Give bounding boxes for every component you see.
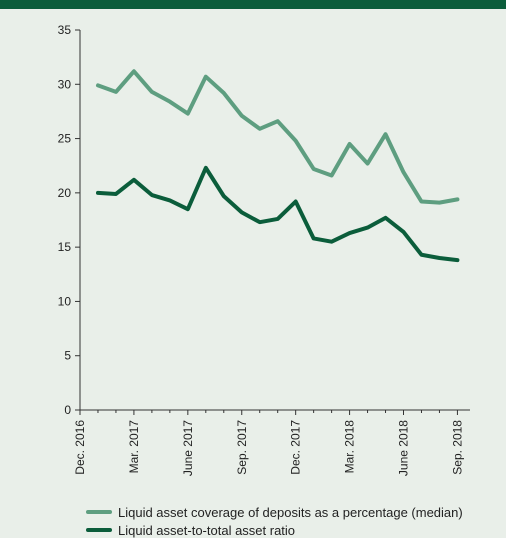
data-point <box>456 198 459 201</box>
data-point <box>456 259 459 261</box>
data-point <box>240 211 243 214</box>
series-line-2 <box>95 165 460 263</box>
data-point <box>384 217 387 219</box>
y-tick-label: 25 <box>58 132 72 146</box>
data-point <box>115 193 117 195</box>
data-point <box>312 237 315 240</box>
x-tick-label: Sep. 2018 <box>450 420 464 475</box>
data-point <box>258 221 261 223</box>
series-group <box>95 69 460 263</box>
data-point <box>205 167 207 169</box>
data-point <box>169 100 171 103</box>
data-point <box>240 114 243 117</box>
legend-label-1: Liquid asset coverage of deposits as a p… <box>118 505 463 520</box>
data-point <box>402 231 405 233</box>
y-tick-label: 0 <box>64 403 71 417</box>
x-tick-label: Dec. 2016 <box>73 420 87 475</box>
header-bar <box>0 0 506 9</box>
legend-label-2: Liquid asset-to-total asset ratio <box>118 523 295 538</box>
data-point <box>276 218 279 220</box>
y-ticks: 0 5 10 15 20 25 30 35 <box>58 23 80 417</box>
data-point <box>330 240 333 243</box>
data-point <box>420 200 423 203</box>
x-tick-label: Mar. 2018 <box>343 420 357 474</box>
data-point <box>276 120 279 122</box>
series-line-1 <box>95 69 460 205</box>
data-point <box>420 253 423 256</box>
data-point <box>366 162 369 165</box>
x-tick-label: Sep. 2017 <box>235 420 249 475</box>
data-point <box>133 70 135 73</box>
data-point <box>187 208 189 210</box>
y-tick-label: 5 <box>64 349 71 363</box>
x-ticks: Dec. 2016 Mar. 2017 June 2017 Sep. 2017 Dec.… <box>73 410 464 476</box>
data-point <box>348 143 351 145</box>
y-tick-label: 15 <box>58 240 72 254</box>
data-point <box>115 91 117 93</box>
data-point <box>169 199 171 202</box>
data-point <box>312 168 315 170</box>
x-tick-label: Dec. 2017 <box>289 420 303 475</box>
y-tick-label: 10 <box>58 294 72 308</box>
data-point <box>294 200 297 203</box>
data-point <box>402 171 405 174</box>
data-point <box>384 133 387 136</box>
data-point <box>438 201 441 204</box>
data-point <box>330 174 333 177</box>
data-point <box>222 195 225 197</box>
data-point <box>348 232 351 234</box>
y-tick-label: 35 <box>58 23 72 37</box>
data-point <box>133 179 135 181</box>
data-point <box>438 257 441 259</box>
data-point <box>294 139 297 142</box>
legend: Liquid asset coverage of deposits as a p… <box>86 505 463 538</box>
data-point <box>97 192 99 194</box>
data-point <box>222 92 225 94</box>
axes <box>79 30 470 411</box>
data-point <box>187 112 189 115</box>
data-point <box>97 84 99 87</box>
y-tick-label: 20 <box>58 186 72 200</box>
data-point <box>258 128 261 130</box>
y-tick-label: 30 <box>58 77 72 91</box>
data-point <box>366 226 369 229</box>
data-point <box>151 91 153 93</box>
x-tick-label: June 2017 <box>181 420 195 476</box>
data-point <box>205 75 207 78</box>
x-tick-label: Mar. 2017 <box>127 420 141 474</box>
data-point <box>151 194 153 196</box>
x-tick-label: June 2018 <box>397 420 411 476</box>
